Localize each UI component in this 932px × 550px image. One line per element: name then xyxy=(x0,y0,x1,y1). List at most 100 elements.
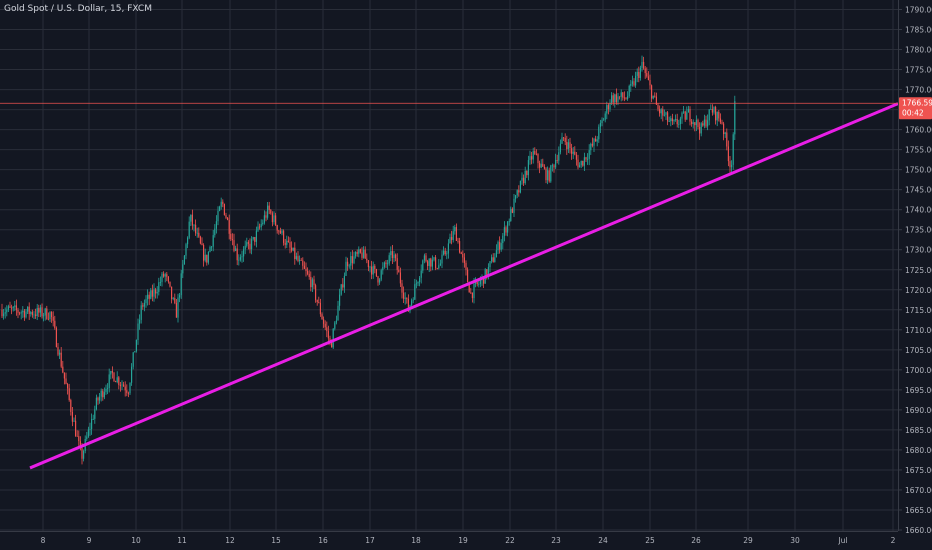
overlay-layer xyxy=(0,102,899,470)
candle-body xyxy=(55,327,57,348)
candle-body xyxy=(97,397,99,401)
x-tick-label: 24 xyxy=(598,536,608,545)
candle-body xyxy=(686,112,688,120)
candle-body xyxy=(324,323,326,328)
candle-body xyxy=(476,281,478,285)
candle-body xyxy=(22,310,24,313)
candle-body xyxy=(423,255,425,261)
candle-body xyxy=(203,244,205,261)
candle-body xyxy=(406,297,408,299)
candle-body xyxy=(425,255,427,262)
candle-body xyxy=(420,270,422,278)
candle-body xyxy=(382,266,384,271)
candle-body xyxy=(214,228,216,236)
x-tick-label: 10 xyxy=(131,536,141,545)
candle-body xyxy=(489,261,491,268)
candle-body xyxy=(169,281,171,287)
candle-body xyxy=(155,289,157,294)
candle-body xyxy=(652,95,654,99)
candle-body xyxy=(609,102,611,110)
title-separator: , xyxy=(104,4,111,14)
candle-body xyxy=(60,352,62,367)
candle-body xyxy=(622,92,624,98)
candle-body xyxy=(446,253,448,255)
candle-body xyxy=(478,283,480,285)
candle-body xyxy=(369,266,371,268)
candle-body xyxy=(548,170,550,182)
candle-body xyxy=(191,214,193,226)
candle-body xyxy=(531,156,533,160)
candle-body xyxy=(62,366,64,373)
candle-body xyxy=(483,276,485,284)
candle-body xyxy=(465,262,467,270)
candle-body xyxy=(75,420,77,436)
candle-body xyxy=(713,107,715,113)
candle-body xyxy=(87,429,89,437)
candle-layer xyxy=(1,55,736,465)
candle-body xyxy=(611,95,613,103)
candle-body xyxy=(700,123,702,134)
candle-body xyxy=(366,258,368,261)
candle-body xyxy=(523,177,525,184)
candle-body xyxy=(30,311,32,315)
title-separator: , xyxy=(121,4,128,14)
candle-body xyxy=(100,390,102,397)
candle-body xyxy=(244,245,246,250)
candle-body xyxy=(6,309,8,313)
candle-body xyxy=(92,418,94,420)
candle-body xyxy=(607,105,609,110)
candle-body xyxy=(35,314,37,316)
candle-body xyxy=(620,92,622,97)
candle-body xyxy=(57,347,59,355)
candle-body xyxy=(150,290,152,299)
candle-body xyxy=(342,284,344,288)
y-tick-label: 1715.00 xyxy=(905,306,932,315)
candle-body xyxy=(76,435,78,437)
candle-body xyxy=(604,113,606,120)
candle-body xyxy=(294,247,296,260)
candle-body xyxy=(183,255,185,265)
grid-layer xyxy=(0,0,898,531)
candle-body xyxy=(486,269,488,277)
candle-body xyxy=(524,170,526,184)
candle-body xyxy=(691,121,693,125)
candle-body xyxy=(287,240,289,243)
candle-body xyxy=(436,268,438,269)
candle-body xyxy=(372,265,374,275)
candle-body xyxy=(471,292,473,299)
y-tick-label: 1660.00 xyxy=(905,526,932,535)
candle-body xyxy=(251,239,253,250)
candle-body xyxy=(307,271,309,274)
candle-body xyxy=(678,124,680,125)
candle-body xyxy=(705,119,707,127)
y-tick-label: 1755.00 xyxy=(905,146,932,155)
candle-body xyxy=(379,279,381,283)
candle-body xyxy=(172,298,174,299)
candle-body xyxy=(119,384,121,386)
candle-body xyxy=(217,210,219,222)
candle-body xyxy=(355,252,357,257)
candle-body xyxy=(710,109,712,110)
candle-body xyxy=(31,311,33,316)
candle-body xyxy=(201,243,203,245)
candle-body xyxy=(559,143,561,153)
candle-body xyxy=(259,226,261,228)
candle-body xyxy=(711,109,713,113)
candle-body xyxy=(198,232,200,237)
candle-body xyxy=(79,441,81,448)
candle-body xyxy=(159,282,161,283)
y-tick-label: 1720.00 xyxy=(905,286,932,295)
candle-body xyxy=(526,170,528,176)
exchange-label: FXCM xyxy=(127,4,152,14)
candle-body xyxy=(692,122,694,125)
candle-body xyxy=(70,400,72,412)
candle-body xyxy=(731,164,733,168)
candle-body xyxy=(161,273,163,283)
candle-body xyxy=(415,283,417,285)
y-tick-label: 1735.00 xyxy=(905,226,932,235)
candle-body xyxy=(617,96,619,103)
candle-body xyxy=(590,143,592,151)
candle-body xyxy=(65,378,67,385)
